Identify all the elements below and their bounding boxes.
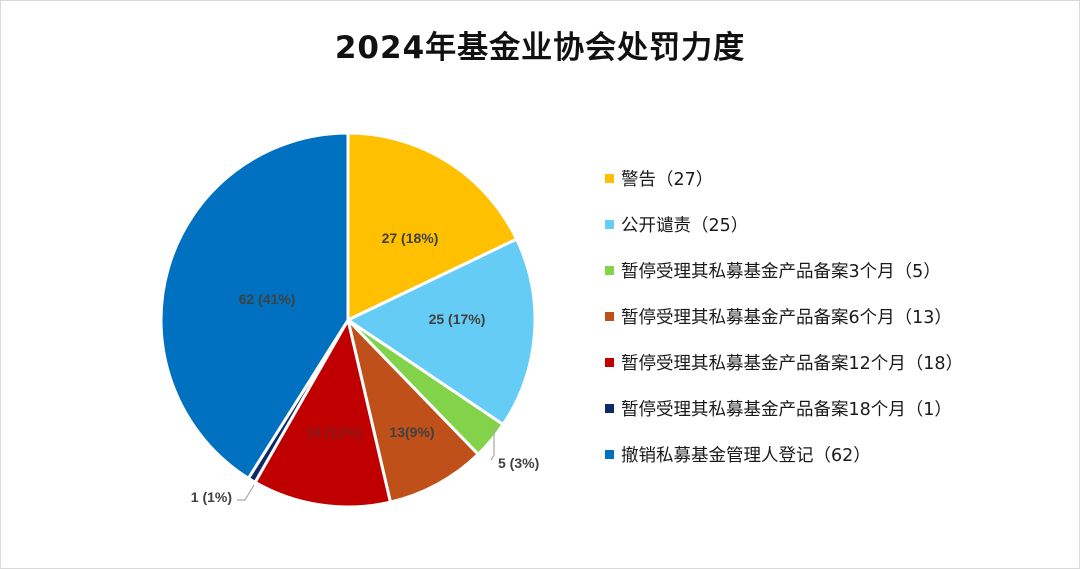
legend-label: 暂停受理其私募基金产品备案6个月（13） [621,304,952,329]
legend-item: 暂停受理其私募基金产品备案12个月（18） [605,339,963,385]
data-label: 5 (3%) [498,455,539,471]
legend-label: 暂停受理其私募基金产品备案18个月（1） [621,396,952,421]
data-label: 27 (18%) [382,230,439,246]
chart-legend: 警告（27） 公开谴责（25） 暂停受理其私募基金产品备案3个月（5） 暂停受理其私募… [605,155,963,477]
legend-item: 公开谴责（25） [605,201,963,247]
legend-swatch [605,220,614,229]
legend-label: 暂停受理其私募基金产品备案12个月（18） [621,350,963,375]
legend-swatch [605,266,614,275]
legend-swatch [605,358,614,367]
data-label: 62 (41%) [239,291,296,307]
data-label: 1 (1%) [191,489,232,505]
leader-line [237,485,254,500]
legend-item: 撤销私募基金管理人登记（62） [605,431,963,477]
data-label: 18 (12%) [306,424,363,440]
legend-swatch [605,450,614,459]
data-label: 25 (17%) [429,311,486,327]
data-label: 13(9%) [389,424,434,440]
legend-label: 警告（27） [621,166,713,191]
legend-label: 公开谴责（25） [621,212,748,237]
legend-item: 警告（27） [605,155,963,201]
legend-swatch [605,404,614,413]
legend-item: 暂停受理其私募基金产品备案18个月（1） [605,385,963,431]
legend-label: 撤销私募基金管理人登记（62） [621,442,871,467]
legend-swatch [605,312,614,321]
legend-item: 暂停受理其私募基金产品备案3个月（5） [605,247,963,293]
legend-item: 暂停受理其私募基金产品备案6个月（13） [605,293,963,339]
legend-label: 暂停受理其私募基金产品备案3个月（5） [621,258,941,283]
legend-swatch [605,174,614,183]
